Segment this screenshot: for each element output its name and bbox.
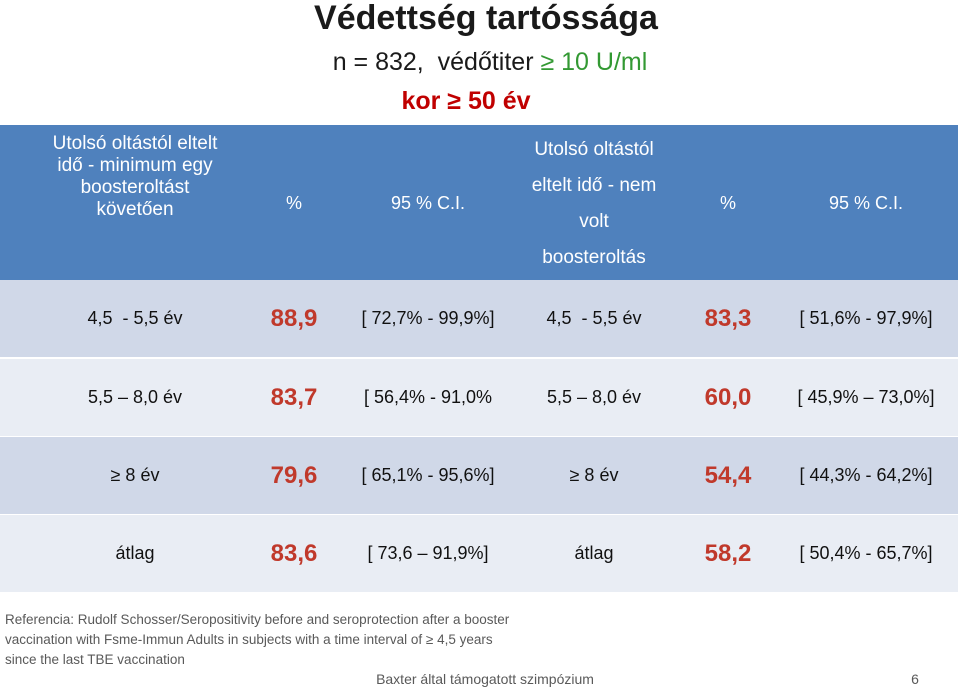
no-booster-percent-value: 60,0 bbox=[704, 383, 752, 411]
no-booster-ci-cell: [ 44,3% - 64,2%] bbox=[799, 465, 933, 485]
reference-line: since the last TBE vaccination bbox=[5, 652, 185, 667]
header-line: követően bbox=[96, 199, 174, 220]
table-row: ≥ 8 év 79,6 [ 65,1% - 95,6%] ≥ 8 év 54,4… bbox=[0, 437, 958, 514]
header-line: Utolsó oltástól eltelt bbox=[52, 133, 218, 154]
reference-line: vaccination with Fsme-Immun Adults in su… bbox=[5, 632, 493, 647]
no-booster-percent-value: 83,3 bbox=[704, 304, 752, 332]
table-header: Utolsó oltástól eltelt idő - minimum egy… bbox=[0, 125, 958, 280]
header-line: boosteroltás bbox=[542, 247, 646, 268]
booster-ci-cell: [ 65,1% - 95,6%] bbox=[361, 465, 495, 485]
table-row: átlag 83,6 [ 73,6 – 91,9%] átlag 58,2 [ … bbox=[0, 515, 958, 592]
no-booster-interval-cell: ≥ 8 év bbox=[569, 465, 619, 485]
table-row: 4,5 - 5,5 év 88,9 [ 72,7% - 99,9%] 4,5 -… bbox=[0, 280, 958, 357]
booster-percent-value: 88,9 bbox=[270, 304, 318, 332]
page-number: 6 bbox=[911, 671, 919, 687]
header-line: idő - minimum egy bbox=[57, 155, 213, 176]
booster-interval-cell: 5,5 – 8,0 év bbox=[87, 387, 183, 407]
header-line: Utolsó oltástól bbox=[534, 139, 654, 160]
no-booster-ci-cell: [ 45,9% – 73,0%] bbox=[797, 387, 935, 407]
header-no-booster-percent: % bbox=[719, 193, 736, 213]
header-no-booster-group: Utolsó oltástól eltelt idő - nem volt bo… bbox=[504, 132, 684, 276]
header-booster-group: Utolsó oltástól eltelt idő - minimum egy… bbox=[20, 133, 250, 221]
slide-subtitle: n = 832, védőtiter ≥ 10 U/ml bbox=[0, 47, 960, 77]
header-line: volt bbox=[579, 211, 609, 232]
booster-interval-cell: átlag bbox=[115, 543, 155, 563]
table-row: 5,5 – 8,0 év 83,7 [ 56,4% - 91,0% 5,5 – … bbox=[0, 359, 958, 436]
results-table: Utolsó oltástól eltelt idő - minimum egy… bbox=[0, 125, 958, 592]
age-group-label: kor ≥ 50 év bbox=[401, 87, 531, 115]
header-line: eltelt idő - nem bbox=[531, 175, 657, 196]
no-booster-interval-cell: 5,5 – 8,0 év bbox=[546, 387, 642, 407]
subtitle-sample-size: n = 832, védőtiter bbox=[332, 48, 541, 76]
slide-title: Védettség tartóssága bbox=[314, 0, 658, 37]
header-booster-percent: % bbox=[285, 193, 302, 213]
booster-percent-value: 79,6 bbox=[270, 461, 318, 489]
booster-percent-value: 83,6 bbox=[270, 539, 318, 567]
no-booster-interval-cell: átlag bbox=[574, 543, 614, 563]
booster-percent-value: 83,7 bbox=[270, 383, 318, 411]
no-booster-ci-cell: [ 51,6% - 97,9%] bbox=[799, 308, 933, 328]
no-booster-percent-value: 58,2 bbox=[704, 539, 752, 567]
reference-note: Referencia: Rudolf Schosser/Seropositivi… bbox=[5, 610, 905, 670]
reference-line: Referencia: Rudolf Schosser/Seropositivi… bbox=[5, 612, 510, 627]
booster-ci-cell: [ 72,7% - 99,9%] bbox=[361, 308, 495, 328]
header-line: boosteroltást bbox=[80, 177, 190, 198]
no-booster-ci-cell: [ 50,4% - 65,7%] bbox=[799, 543, 933, 563]
footer-sponsor: Baxter által támogatott szimpózium bbox=[376, 671, 594, 687]
header-booster-ci: 95 % C.I. bbox=[390, 193, 466, 213]
header-no-booster-ci: 95 % C.I. bbox=[828, 193, 904, 213]
no-booster-percent-value: 54,4 bbox=[704, 461, 752, 489]
booster-ci-cell: [ 73,6 – 91,9%] bbox=[367, 543, 489, 563]
booster-interval-cell: ≥ 8 év bbox=[110, 465, 160, 485]
no-booster-interval-cell: 4,5 - 5,5 év bbox=[546, 308, 642, 328]
booster-interval-cell: 4,5 - 5,5 év bbox=[87, 308, 183, 328]
booster-ci-cell: [ 56,4% - 91,0% bbox=[363, 387, 493, 407]
subtitle-titer-threshold: ≥ 10 U/ml bbox=[540, 48, 648, 76]
